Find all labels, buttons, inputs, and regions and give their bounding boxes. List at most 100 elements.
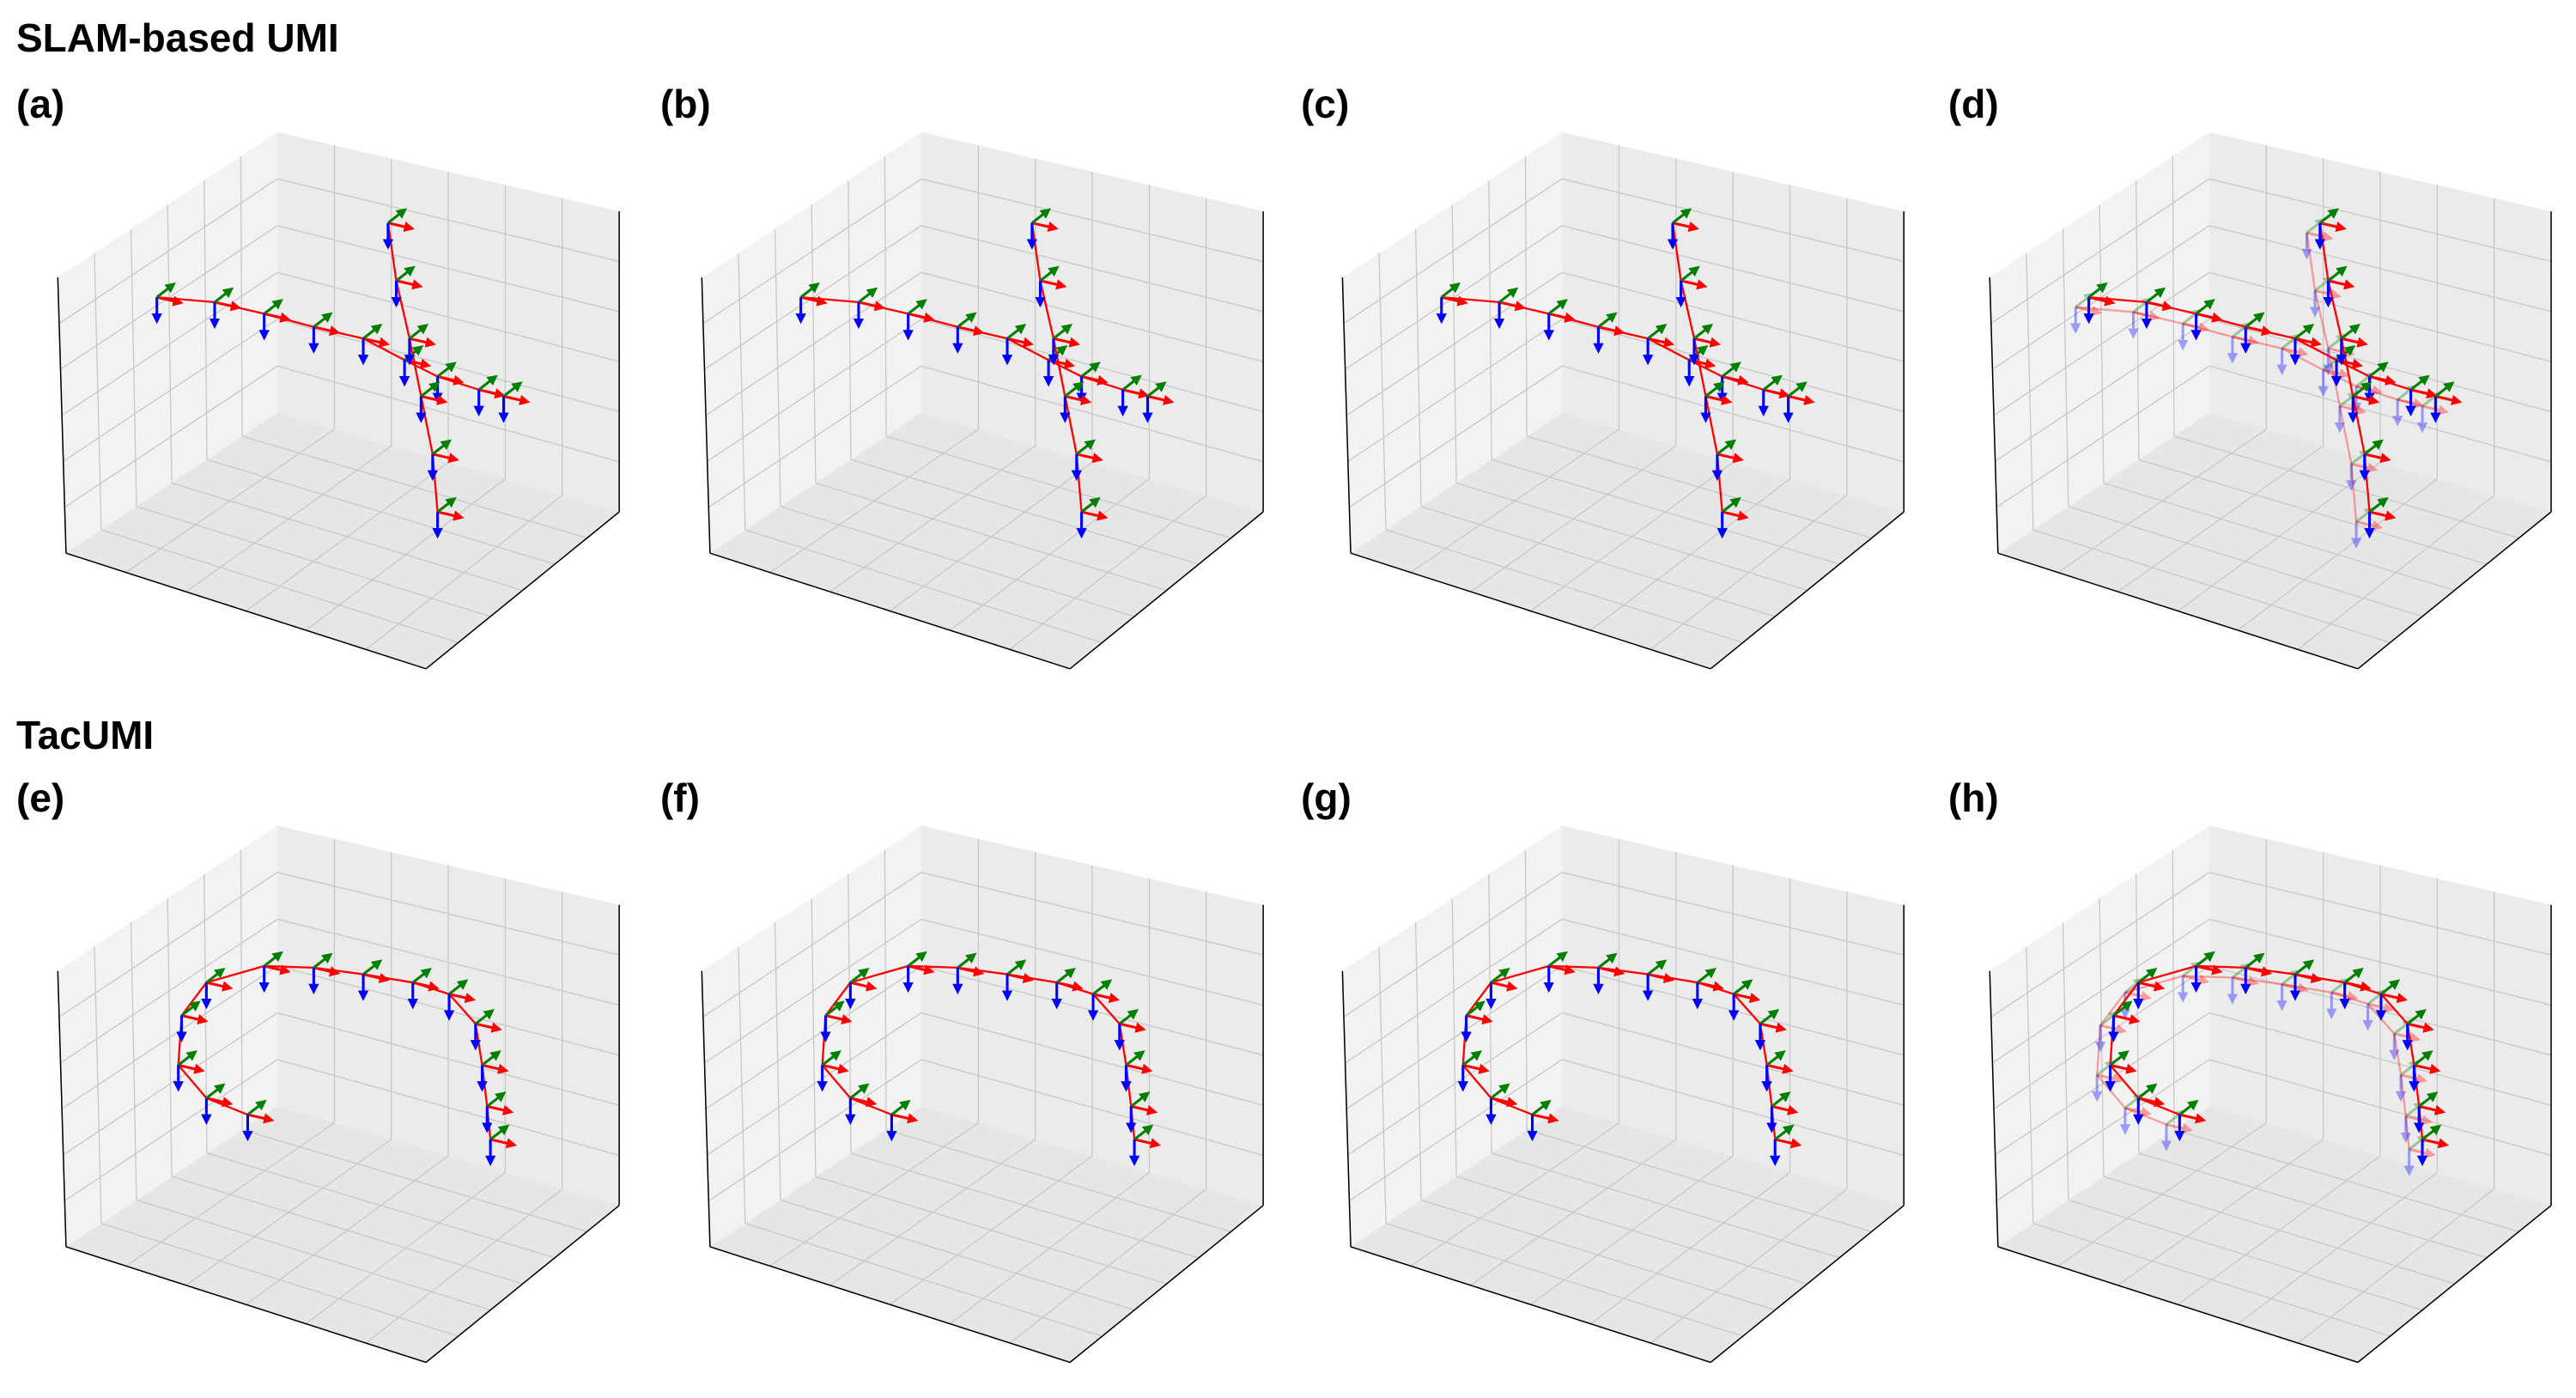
pose-arrow xyxy=(409,337,436,348)
axes-3d xyxy=(701,825,1264,1364)
pose-arrow xyxy=(908,964,935,976)
pose-arrow xyxy=(1039,265,1060,283)
pose-arrow xyxy=(1122,388,1150,399)
pose-arrow xyxy=(313,952,333,969)
pose-arrow xyxy=(313,966,341,977)
pose-arrow xyxy=(2075,306,2103,317)
pose-arrow xyxy=(1031,221,1059,232)
row-title: TacUMI xyxy=(16,713,154,757)
pose-arrow xyxy=(2109,1050,2129,1067)
pose-arrow xyxy=(1597,312,1618,328)
pose-arrow xyxy=(1053,337,1080,348)
pose-arrow xyxy=(2182,322,2210,333)
pose-arrow xyxy=(481,1050,501,1067)
axis-edge xyxy=(1069,511,1264,670)
pose-arrow xyxy=(1498,301,1527,312)
pose-arrow xyxy=(214,287,234,304)
panel-label: (b) xyxy=(660,82,711,126)
axis-edge xyxy=(57,970,67,1247)
pose-arrow xyxy=(858,301,885,312)
pose-arrow xyxy=(395,265,416,283)
pose-arrow xyxy=(1076,453,1103,464)
pose-arrow xyxy=(436,496,457,514)
pose-arrow xyxy=(205,967,226,984)
pose-arrow xyxy=(2380,979,2401,995)
axes-3d xyxy=(57,825,620,1364)
pose-arrow xyxy=(2368,496,2389,514)
pose-arrow xyxy=(1547,951,1568,968)
pose-arrow xyxy=(2368,362,2389,378)
pose-arrow xyxy=(1759,1022,1787,1033)
pose-arrow xyxy=(2355,520,2384,532)
axis-edge xyxy=(1989,277,1999,554)
pose-arrow xyxy=(2281,347,2309,358)
pose-arrow xyxy=(1130,1104,1158,1115)
axis-edge xyxy=(701,970,711,1247)
pose-arrow xyxy=(1055,967,1076,984)
pose-arrow xyxy=(362,337,391,348)
pose-arrow xyxy=(2319,221,2347,232)
axis-edge xyxy=(709,552,1071,670)
pose-arrow xyxy=(1121,374,1142,392)
pose-arrow xyxy=(1774,1124,1795,1141)
pose-arrow xyxy=(2178,1099,2199,1116)
axes-3d xyxy=(1989,825,2552,1364)
pose-arrow xyxy=(1759,1009,1780,1025)
pose-arrow xyxy=(2110,1063,2137,1074)
pose-arrow xyxy=(1092,993,1121,1004)
pose-arrow xyxy=(2195,951,2215,968)
axis-pane xyxy=(702,825,922,1247)
pose-arrow xyxy=(2400,1073,2428,1085)
axis-edge xyxy=(1997,1246,2359,1364)
pose-arrow xyxy=(1693,337,1721,348)
pose-arrow xyxy=(1006,972,1035,983)
pose-arrow xyxy=(1696,967,1717,984)
pose-arrow xyxy=(1762,374,1783,392)
pose-arrow xyxy=(1498,287,1519,304)
axis-edge xyxy=(65,552,427,670)
pose-arrow xyxy=(1548,964,1576,976)
pose-arrow xyxy=(2421,1124,2442,1141)
pose-arrow xyxy=(1490,1083,1510,1100)
pose-arrow xyxy=(2182,974,2210,985)
pose-arrow xyxy=(1119,1022,1146,1033)
pose-arrow xyxy=(431,439,452,456)
pose-arrow xyxy=(1133,1138,1162,1149)
pose-arrow xyxy=(2245,966,2273,977)
pose-arrow xyxy=(486,1104,514,1115)
grid-line xyxy=(1349,365,1563,508)
pose-arrow xyxy=(1721,496,1741,514)
pose-arrow xyxy=(387,221,415,232)
axis-edge xyxy=(57,277,67,554)
axis-pane xyxy=(1990,825,2209,1247)
pose-arrow xyxy=(2341,337,2368,348)
pose-arrow xyxy=(408,323,429,340)
grid-line xyxy=(2297,1188,2495,1344)
pose-arrow xyxy=(437,510,465,521)
panel-label: (g) xyxy=(1301,775,1352,820)
pose-arrow xyxy=(1006,337,1035,348)
panel-label: (d) xyxy=(1948,82,1999,126)
pose-arrow xyxy=(1647,323,1668,340)
pose-arrow xyxy=(2339,404,2366,416)
pose-arrow xyxy=(263,951,283,968)
pose-arrow xyxy=(2137,967,2158,984)
pose-arrow xyxy=(2145,287,2166,304)
pose-arrow xyxy=(2406,1009,2427,1025)
pose-arrow xyxy=(2352,381,2372,398)
axis-pane xyxy=(709,412,1264,669)
pose-arrow xyxy=(2327,265,2348,283)
axis-pane xyxy=(65,1106,620,1363)
pose-arrow xyxy=(2340,323,2360,340)
grid-line xyxy=(1996,1059,2210,1201)
pose-arrow xyxy=(2232,335,2259,346)
pose-arrow xyxy=(386,208,408,224)
pose-arrow xyxy=(908,312,935,323)
axis-edge xyxy=(1710,511,1905,670)
axis-edge xyxy=(2357,1205,2552,1364)
pose-arrow xyxy=(1722,510,1749,521)
pose-arrow xyxy=(1461,1050,1482,1067)
grid-line xyxy=(276,365,620,463)
pose-arrow xyxy=(2124,1106,2152,1117)
pose-arrow xyxy=(2196,312,2223,323)
